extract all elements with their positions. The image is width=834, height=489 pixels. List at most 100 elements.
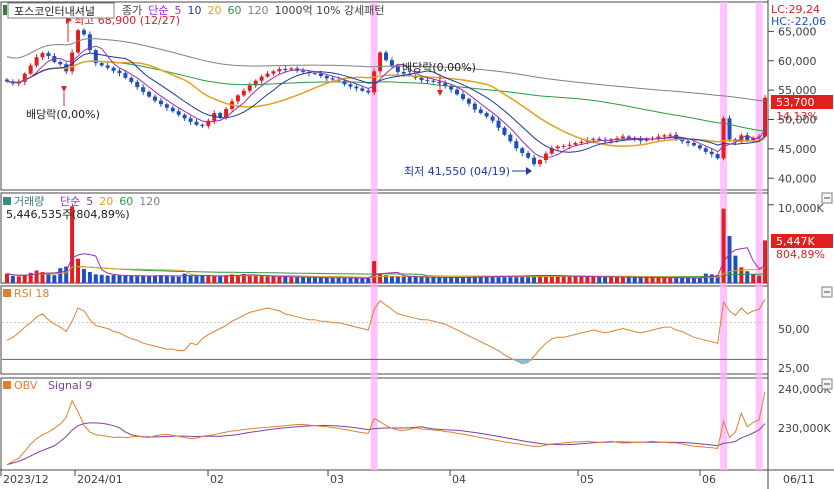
panel-buttons[interactable] — [821, 192, 833, 390]
volume-bar — [164, 275, 169, 283]
moving-averages — [6, 37, 766, 159]
candle-body — [389, 60, 394, 66]
volume-bar — [502, 276, 507, 283]
x-axis: 2023/12 2024/01 02 03 04 05 06 06/11 — [0, 470, 815, 486]
volume-bar — [609, 277, 614, 283]
candle-body — [437, 81, 442, 84]
div1-arrow-icon — [61, 86, 67, 92]
volume-bar — [431, 277, 436, 283]
candle-body — [680, 138, 685, 142]
volume-bar — [721, 208, 726, 283]
volume-bar — [70, 206, 75, 283]
candle-body — [395, 65, 400, 72]
legend-item: 종가 — [122, 4, 142, 17]
candle-body — [87, 34, 92, 51]
volume-bar — [188, 275, 193, 283]
volume-bar — [449, 277, 454, 283]
candle-body — [478, 109, 483, 114]
volume-bar — [543, 275, 548, 283]
panel-frame — [0, 1, 769, 191]
volume-bar — [603, 276, 608, 283]
candle-body — [532, 157, 537, 165]
volume-bar — [644, 277, 649, 283]
volume-bar — [360, 278, 365, 283]
candle-body — [644, 138, 649, 141]
candle-body — [141, 87, 146, 92]
volume-bar — [224, 275, 229, 283]
candle-body — [638, 138, 643, 141]
candle-body — [218, 113, 223, 118]
candle-body — [419, 77, 424, 81]
grid-lines — [2, 30, 774, 360]
panel-marker-icon — [3, 289, 11, 297]
volume-title: 거래량 — [14, 195, 44, 208]
candle-body — [703, 148, 708, 152]
candle-body — [549, 148, 554, 154]
volume-bar — [324, 277, 329, 283]
candle-body — [206, 120, 211, 126]
volume-bar — [490, 276, 495, 283]
candle-body — [241, 90, 246, 96]
volume-bar — [537, 275, 542, 283]
candle-body — [431, 80, 436, 82]
volume-bar — [117, 275, 122, 283]
volume-bar — [52, 275, 57, 283]
candle-body — [460, 94, 465, 99]
volume-bar — [81, 268, 86, 283]
x-tick-label: 06 — [702, 473, 716, 486]
obv-tick-230: 230,000K — [778, 422, 831, 435]
candle-body — [40, 53, 45, 58]
panel-marker-icon — [3, 381, 11, 389]
volume-header: 거래량 단순 5 20 60 120 5,446,535주(804,89%) 10,00… — [3, 195, 833, 261]
candle-body — [224, 108, 229, 118]
volume-bar — [372, 261, 377, 283]
panel-frame — [0, 192, 769, 284]
obv-signal-line — [6, 422, 766, 466]
volume-bar — [378, 273, 383, 283]
volume-bars — [4, 206, 768, 283]
candle-body — [123, 73, 128, 78]
volume-bar — [455, 277, 460, 283]
volume-bar — [401, 276, 406, 283]
candle-body — [93, 50, 98, 64]
candle-body — [449, 86, 454, 90]
x-tick-label: 06/11 — [783, 473, 815, 486]
candle-body — [366, 90, 371, 93]
obv-lines — [6, 391, 766, 466]
candle-body — [727, 118, 732, 140]
obv-line — [6, 391, 766, 466]
lc-label: LC:29,24 — [771, 3, 820, 16]
candle-body — [348, 84, 353, 87]
volume-bar — [709, 274, 714, 283]
candle-body — [514, 141, 519, 149]
volume-bar — [354, 278, 359, 283]
volume-bar — [573, 276, 578, 283]
symbol-title: 포스코인터내셔널 — [14, 5, 95, 18]
ma10-line — [6, 52, 766, 153]
volume-bar — [230, 274, 235, 283]
volume-bar — [425, 277, 430, 283]
volume-bar — [235, 275, 240, 283]
volume-bar — [567, 276, 572, 283]
volume-bar — [366, 278, 371, 283]
candle-body — [34, 57, 39, 66]
symbol-box[interactable] — [7, 2, 115, 19]
volume-legend: 단순 5 20 60 120 — [60, 195, 160, 208]
candle-body — [117, 70, 122, 74]
volume-bar — [76, 258, 81, 283]
candle-body — [247, 85, 252, 91]
ma120-line — [6, 37, 766, 102]
ma20-line — [6, 60, 766, 147]
volume-bar — [212, 276, 217, 283]
legend-item: 120 — [139, 195, 160, 208]
candle-body — [656, 136, 661, 139]
volume-bar — [597, 276, 602, 283]
rsi-header: RSI 18 50,00 25,00 — [3, 287, 810, 375]
rsi-lines — [6, 298, 766, 365]
volume-bar — [733, 255, 738, 283]
candle-body — [360, 88, 365, 91]
volume-bar — [632, 277, 637, 283]
volume-bar — [247, 275, 252, 283]
candle-body — [508, 134, 513, 142]
volume-bar — [93, 274, 98, 283]
